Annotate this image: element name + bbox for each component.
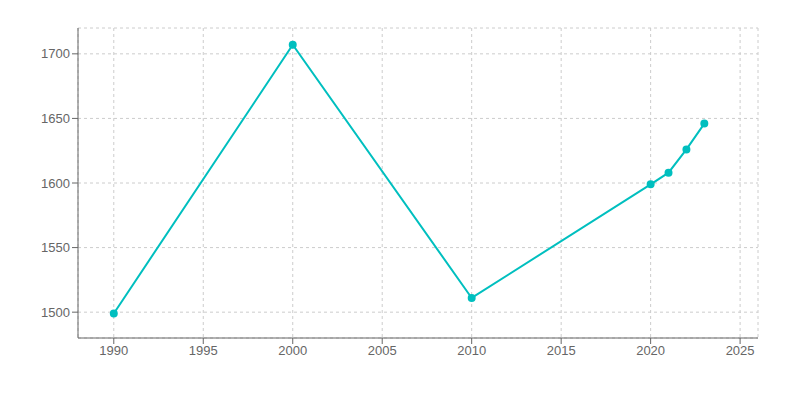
svg-text:1600: 1600 <box>41 176 70 191</box>
svg-text:1990: 1990 <box>99 343 128 358</box>
svg-text:1650: 1650 <box>41 111 70 126</box>
svg-text:2025: 2025 <box>726 343 755 358</box>
svg-text:1550: 1550 <box>41 240 70 255</box>
svg-text:2020: 2020 <box>636 343 665 358</box>
svg-text:1995: 1995 <box>189 343 218 358</box>
svg-text:2010: 2010 <box>457 343 486 358</box>
svg-text:1700: 1700 <box>41 46 70 61</box>
svg-text:2000: 2000 <box>278 343 307 358</box>
svg-text:2015: 2015 <box>547 343 576 358</box>
svg-text:1500: 1500 <box>41 305 70 320</box>
svg-text:2005: 2005 <box>368 343 397 358</box>
